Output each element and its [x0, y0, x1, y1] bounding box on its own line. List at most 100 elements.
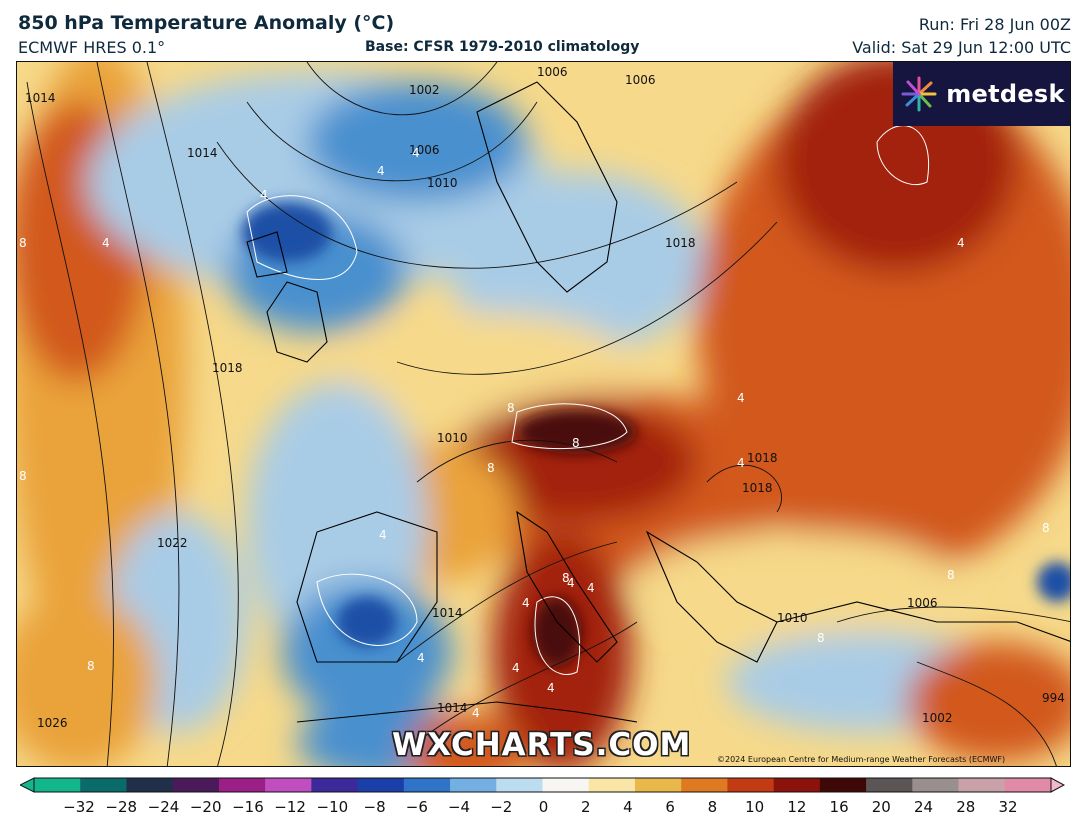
colorbar-tick-label: 4 — [623, 798, 633, 816]
isobar-label: 1014 — [432, 606, 463, 620]
base-climatology: Base: CFSR 1979-2010 climatology — [365, 39, 640, 55]
isobar-label: 1018 — [665, 236, 696, 250]
anomaly-map[interactable]: 1014 1002 1006 1006 1006 1010 1014 1018 1018 1022… — [16, 61, 1071, 767]
colorbar-tick-label: −32 — [63, 798, 95, 816]
anomaly-label: 8 — [487, 461, 495, 475]
isobar-label: 1006 — [537, 65, 568, 79]
isobar-label: 1010 — [777, 611, 808, 625]
coastline-turkey — [776, 601, 1070, 642]
colorbar-tick-label: −6 — [405, 798, 428, 816]
colorbar-tick-label: 24 — [913, 798, 934, 816]
isobar-label: 1014 — [187, 146, 218, 160]
coastline-italy — [516, 510, 618, 663]
colorbar-tick-label: −24 — [147, 798, 180, 816]
colorbar-max-arrow — [1050, 777, 1065, 793]
colorbar-tick-label: 10 — [745, 798, 765, 816]
anomaly-label: 4 — [587, 581, 595, 595]
anomaly-label: 8 — [19, 236, 27, 250]
isobar — [416, 439, 618, 483]
colorbar-cell — [681, 778, 728, 792]
anomaly-label: 4 — [412, 146, 420, 160]
isobar-label-layer: 1014 1002 1006 1006 1006 1010 1014 1018 1018 1022… — [25, 65, 1065, 730]
isobar-label: 1018 — [212, 361, 243, 375]
coastline-britain — [266, 281, 328, 363]
isobar — [96, 62, 180, 766]
turkey-hot-area — [907, 642, 1070, 762]
iberia-cold-area — [282, 582, 452, 722]
colorbar-cell — [80, 778, 127, 792]
colorbar-tick-label: 2 — [580, 798, 591, 816]
colorbar-cell — [218, 778, 266, 792]
anomaly-contour — [876, 125, 929, 186]
colorbar-min-arrow — [20, 777, 35, 793]
ecmwf-copyright: ©2024 European Centre for Medium-range W… — [717, 755, 1006, 764]
isobar-label: 1002 — [922, 711, 953, 725]
colorbar-tick-label: −16 — [232, 798, 264, 816]
anomaly-field — [17, 62, 1070, 766]
anomaly-label: 4 — [379, 528, 387, 542]
colorbar-cell — [542, 778, 590, 792]
isobar — [396, 541, 618, 663]
wxcharts-watermark: WXCHARTS.COM — [392, 727, 692, 763]
isobar — [146, 62, 239, 766]
colorbar-cell — [450, 778, 497, 792]
isobar-label: 1006 — [625, 73, 656, 87]
colorbar-cell — [34, 778, 81, 792]
colorbar-cell — [773, 778, 821, 792]
colorbar-tick-label: −10 — [316, 798, 349, 816]
colorbar-cell — [727, 778, 775, 792]
isobar-label: 1006 — [409, 143, 440, 157]
colorbar-cell — [126, 778, 174, 792]
isobar-label: 1010 — [427, 176, 458, 190]
isobar — [916, 661, 1057, 766]
colorbar-cell — [912, 778, 960, 792]
anomaly-label: 8 — [562, 571, 570, 585]
colorbar-tick-label: −2 — [490, 798, 513, 816]
isobar-label: 1002 — [409, 83, 440, 97]
colorbar-cell — [357, 778, 405, 792]
norwegian-sea-cold-area — [307, 82, 527, 202]
spain-deep-cold-core — [337, 597, 397, 647]
colorbar-tick-label: 16 — [829, 798, 849, 816]
colorbar-tick-label: 32 — [998, 798, 1018, 816]
colorbar-cell — [403, 778, 451, 792]
colorbar-tick-label: 28 — [956, 798, 976, 816]
metdesk-logo[interactable]: metdesk — [893, 62, 1070, 126]
colorbar-cell — [866, 778, 913, 792]
colorbar — [20, 777, 1065, 793]
isobar-label: 994 — [1042, 691, 1065, 705]
colorbar-cell — [311, 778, 359, 792]
colorbar-cell — [172, 778, 220, 792]
anomaly-label: 4 — [522, 596, 530, 610]
colorbar-cell — [634, 778, 682, 792]
colorbar-cell — [496, 778, 543, 792]
anomaly-label: 8 — [507, 401, 515, 415]
anomaly-label: 4 — [472, 706, 480, 720]
anomaly-label: 4 — [547, 681, 555, 695]
anomaly-label: 8 — [817, 631, 825, 645]
anomaly-label: 8 — [572, 436, 580, 450]
colorbar-ticks: −32 −28 −24 −20 −16 −12 −10 −8 −6 −4 −2 0 2 4 6 8 10 12 16… — [0, 796, 1088, 826]
anomaly-label: 8 — [947, 568, 955, 582]
logo-text: metdesk — [946, 80, 1065, 108]
anomaly-label: 4 — [260, 188, 268, 202]
anomaly-label: 4 — [512, 661, 520, 675]
colorbar-tick-label: 20 — [871, 798, 891, 816]
isobar — [306, 62, 498, 116]
isobars — [26, 62, 1070, 766]
isobar — [26, 81, 115, 766]
anomaly-label: 4 — [377, 164, 385, 178]
anomaly-contour — [316, 573, 418, 646]
scandinavia-cool-area — [447, 172, 707, 352]
isobar-label: 1010 — [437, 431, 468, 445]
coastline-iberia — [296, 511, 438, 663]
isobar-label: 1022 — [157, 536, 188, 550]
colorbar-tick-label: 12 — [787, 798, 807, 816]
coastline-ireland — [246, 231, 288, 278]
isobar-label: 1006 — [907, 596, 938, 610]
run-time: Run: Fri 28 Jun 00Z — [918, 15, 1071, 34]
colorbar-cell — [265, 778, 312, 792]
isobar-label: 1014 — [437, 701, 468, 715]
anomaly-label: 8 — [1042, 521, 1050, 535]
colorbar-tick-label: −4 — [447, 798, 471, 816]
